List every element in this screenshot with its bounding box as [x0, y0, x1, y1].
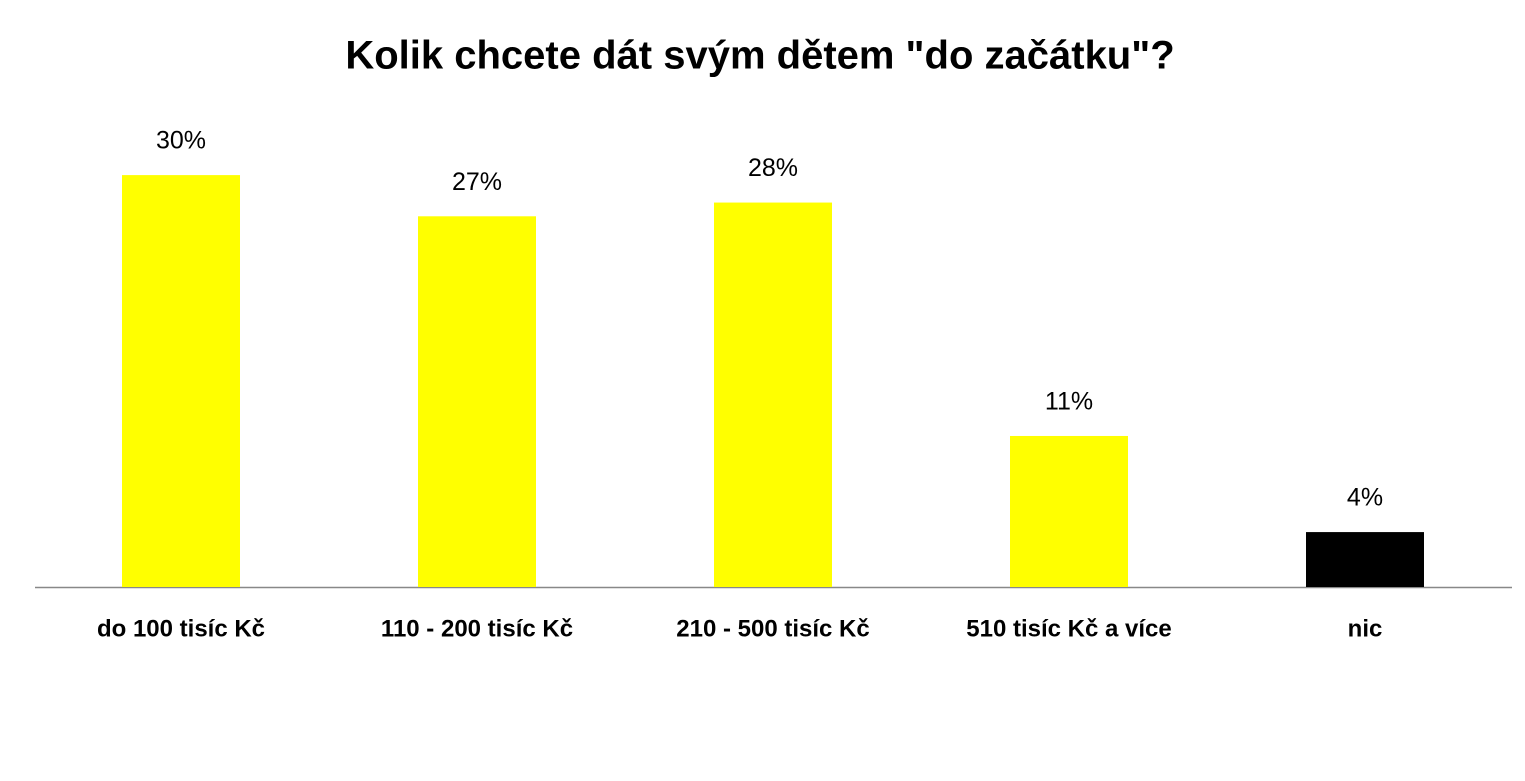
bar — [714, 202, 832, 587]
chart-title: Kolik chcete dát svým dětem "do začátku"… — [345, 34, 1174, 78]
value-label: 4% — [1347, 484, 1383, 512]
x-tick-label: 110 - 200 tisíc Kč — [381, 615, 573, 642]
x-tick-label: nic — [1348, 615, 1383, 642]
x-tick-label: 210 - 500 tisíc Kč — [676, 615, 869, 642]
bar — [122, 175, 240, 587]
x-tick-label: do 100 tisíc Kč — [97, 615, 265, 642]
bar — [418, 216, 536, 588]
value-label: 27% — [452, 168, 502, 196]
value-label: 28% — [748, 154, 798, 182]
bar — [1010, 435, 1128, 587]
bar — [1306, 532, 1424, 587]
value-label: 30% — [156, 127, 206, 155]
x-tick-label: 510 tisíc Kč a více — [966, 615, 1171, 642]
value-label: 11% — [1045, 388, 1093, 416]
